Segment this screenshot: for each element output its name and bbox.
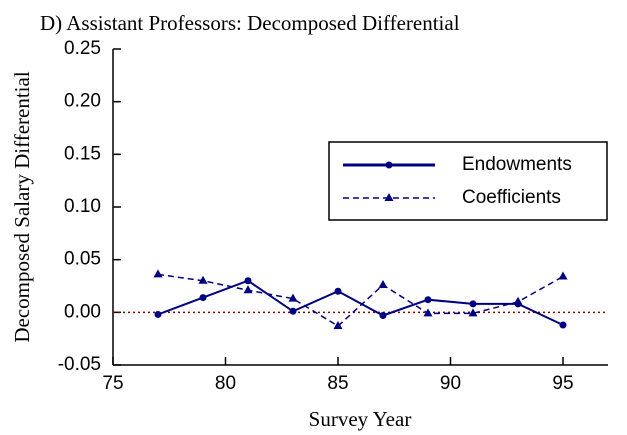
point bbox=[558, 271, 568, 280]
x-tick-label: 85 bbox=[327, 373, 348, 394]
chart-title: D) Assistant Professors: Decomposed Diff… bbox=[40, 11, 460, 35]
point bbox=[378, 279, 388, 288]
point bbox=[199, 294, 207, 302]
point bbox=[424, 296, 432, 304]
point bbox=[244, 277, 252, 285]
series-line bbox=[157, 279, 564, 326]
y-tick-label: -0.05 bbox=[58, 354, 101, 375]
y-tick-label: 0.15 bbox=[64, 143, 101, 164]
point bbox=[468, 308, 478, 317]
legend-label: Endowments bbox=[462, 154, 572, 175]
point bbox=[379, 311, 387, 319]
point bbox=[243, 285, 253, 294]
x-axis-label: Survey Year bbox=[309, 407, 412, 431]
point bbox=[289, 307, 297, 315]
y-axis-label: Decomposed Salary Differential bbox=[10, 71, 34, 343]
y-tick-label: 0.20 bbox=[64, 91, 101, 112]
point bbox=[154, 310, 162, 318]
legend-box bbox=[328, 141, 608, 221]
y-tick-label: 0.05 bbox=[64, 249, 101, 270]
point bbox=[513, 296, 523, 305]
point bbox=[288, 293, 298, 302]
point bbox=[559, 321, 567, 329]
series-line bbox=[157, 273, 564, 327]
point bbox=[153, 269, 163, 278]
point bbox=[334, 287, 342, 295]
legend: Endowments Coefficients bbox=[328, 141, 608, 221]
y-tick-label: 0.00 bbox=[64, 301, 101, 322]
point bbox=[198, 275, 208, 284]
y-tick-label: 0.25 bbox=[64, 38, 101, 59]
y-tick-label: 0.10 bbox=[64, 196, 101, 217]
x-tick-label: 90 bbox=[440, 373, 461, 394]
legend-marker bbox=[384, 193, 394, 201]
point bbox=[423, 308, 433, 317]
x-tick-label: 75 bbox=[102, 373, 123, 394]
x-tick-label: 95 bbox=[552, 373, 573, 394]
legend-label: Coefficients bbox=[462, 187, 561, 208]
x-tick-label: 80 bbox=[215, 373, 236, 394]
point bbox=[333, 321, 343, 330]
point bbox=[469, 300, 477, 308]
legend-marker bbox=[385, 161, 393, 169]
